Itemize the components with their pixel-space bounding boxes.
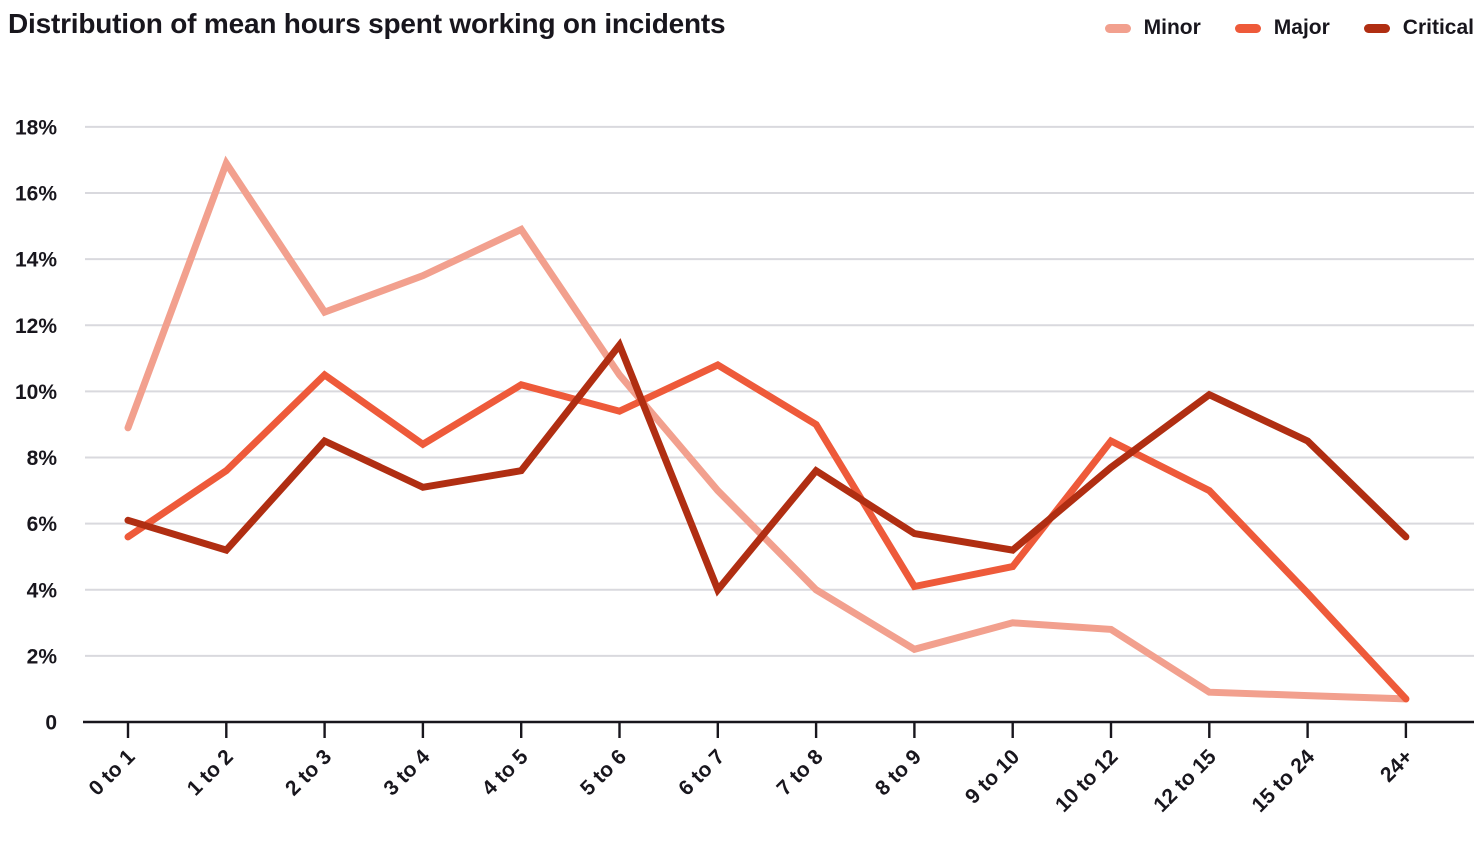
legend-swatch-icon	[1363, 23, 1390, 33]
legend-swatch-icon	[1234, 23, 1261, 33]
y-tick-label: 14%	[15, 249, 57, 272]
chart-title: Distribution of mean hours spent working…	[8, 8, 726, 39]
x-tick-label: 15 to 24	[1248, 745, 1320, 817]
x-tick-label: 7 to 8	[773, 745, 828, 800]
x-tick-label: 24+	[1376, 745, 1417, 786]
y-tick-label: 8%	[27, 447, 58, 470]
legend-label: Critical	[1402, 16, 1474, 39]
legend-label: Major	[1273, 16, 1330, 39]
legend-swatch-icon	[1104, 23, 1131, 33]
y-tick-label: 18%	[15, 116, 57, 139]
x-tick-label: 4 to 5	[478, 745, 533, 800]
y-tick-label: 6%	[27, 513, 58, 536]
y-tick-label: 10%	[15, 381, 57, 404]
x-tick-label: 8 to 9	[871, 745, 926, 800]
x-tick-label: 6 to 7	[674, 745, 729, 800]
y-tick-label: 12%	[15, 315, 57, 338]
y-tick-label: 16%	[15, 183, 57, 206]
y-tick-label: 4%	[27, 579, 58, 602]
y-tick-label: 2%	[27, 645, 58, 668]
series-line-critical	[124, 338, 1410, 597]
legend-label: Minor	[1143, 16, 1201, 39]
x-tick-label: 2 to 3	[281, 745, 336, 800]
x-tick-label: 10 to 12	[1051, 745, 1123, 817]
legend-item-minor[interactable]: Minor	[1104, 16, 1201, 40]
x-tick-label: 12 to 15	[1149, 745, 1221, 817]
series-line-major	[124, 361, 1410, 703]
legend-item-major[interactable]: Major	[1234, 16, 1330, 40]
x-tick-label: 1 to 2	[183, 745, 238, 800]
legend: Minor Major Critical	[1104, 16, 1474, 40]
x-tick-label: 9 to 10	[961, 745, 1024, 808]
y-tick-label: 0	[45, 712, 57, 735]
x-tick-label: 5 to 6	[576, 745, 631, 800]
x-tick-label: 3 to 4	[379, 745, 434, 800]
series-line-minor	[124, 155, 1410, 703]
legend-item-critical[interactable]: Critical	[1363, 16, 1474, 40]
x-tick-label: 0 to 1	[84, 745, 139, 800]
